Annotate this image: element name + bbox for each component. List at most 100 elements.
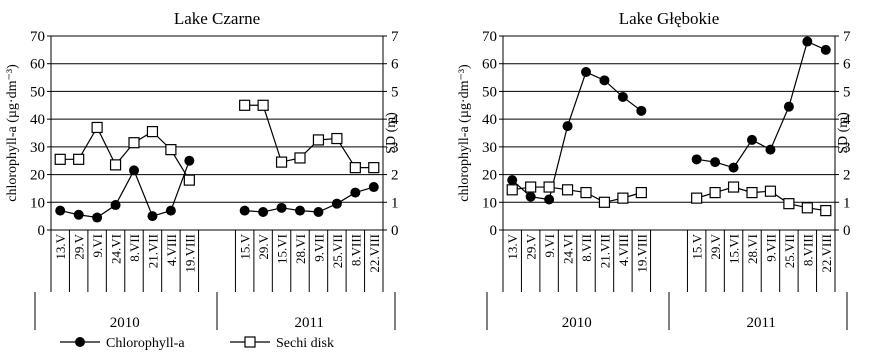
category-label: 25.VII bbox=[782, 234, 797, 268]
category-label: 29.V bbox=[72, 233, 87, 259]
year-label: 2010 bbox=[562, 315, 592, 331]
category-label: 9.VII bbox=[763, 234, 778, 262]
chlorophyll-point bbox=[783, 101, 794, 112]
y2-tick-label: 5 bbox=[843, 84, 851, 100]
y2-tick-label: 7 bbox=[391, 29, 399, 45]
sechi-point bbox=[54, 153, 66, 165]
sechi-point bbox=[543, 181, 555, 193]
y2-tick-label: 0 bbox=[391, 223, 399, 239]
y-tick-label: 0 bbox=[490, 223, 498, 239]
y-tick-label: 40 bbox=[30, 112, 45, 128]
chlorophyll-point bbox=[73, 209, 84, 220]
chlorophyll-point bbox=[820, 44, 831, 55]
y2-tick-label: 7 bbox=[843, 29, 851, 45]
category-label: 8.VII bbox=[127, 234, 142, 262]
category-label: 28.VI bbox=[745, 234, 760, 264]
y2-tick-label: 3 bbox=[843, 140, 851, 156]
sechi-point bbox=[165, 144, 177, 156]
legend-label: Sechi disk bbox=[276, 336, 334, 350]
y2-tick-label: 0 bbox=[843, 223, 851, 239]
sechi-point bbox=[525, 181, 537, 193]
chlorophyll-point bbox=[313, 206, 324, 217]
series-line-sechi-disk bbox=[244, 104, 374, 169]
sechi-point bbox=[561, 184, 574, 196]
sechi-point bbox=[727, 181, 740, 193]
chlorophyll-point bbox=[350, 187, 361, 198]
chlorophyll-point bbox=[747, 134, 757, 145]
y2-tick-label: 2 bbox=[843, 168, 851, 184]
sechi-point bbox=[617, 192, 629, 204]
sechi-point bbox=[73, 153, 85, 165]
chlorophyll-point bbox=[184, 155, 195, 166]
y2-tick-label: 3 bbox=[391, 140, 399, 156]
sechi-point bbox=[294, 152, 306, 164]
chlorophyll-point bbox=[368, 182, 379, 193]
y2-tick-label: 4 bbox=[843, 112, 851, 128]
category-label: 22.VIII bbox=[819, 234, 834, 273]
category-label: 15.VI bbox=[727, 234, 742, 264]
chlorophyll-point bbox=[258, 206, 269, 217]
category-label: 8.VII bbox=[579, 234, 594, 262]
y2-tick-label: 6 bbox=[843, 57, 851, 73]
chart-panel-0: Lake Czarne 0 10 20 30 40 50 60 70 0 1 2 3 4 5 6 7 chloro… bbox=[5, 9, 399, 331]
chlorophyll-point bbox=[636, 105, 647, 116]
sechi-point bbox=[257, 99, 269, 111]
sechi-point bbox=[635, 186, 647, 199]
chlorophyll-point bbox=[507, 175, 518, 186]
y2-axis-label: SD (m) bbox=[384, 112, 399, 154]
sechi-point bbox=[368, 162, 380, 174]
category-label: 24.VI bbox=[109, 234, 124, 264]
chlorophyll-point bbox=[110, 200, 121, 211]
year-label: 2011 bbox=[294, 315, 323, 331]
category-label: 8.VIII bbox=[348, 234, 363, 266]
chlorophyll-point bbox=[129, 165, 139, 176]
plot-border bbox=[502, 35, 836, 231]
chlorophyll-point bbox=[165, 205, 176, 216]
chlorophyll-point bbox=[55, 205, 66, 216]
y-axis-label: chlorophyll-a (µg·dm⁻³) bbox=[457, 64, 472, 202]
y-tick-label: 0 bbox=[38, 223, 46, 239]
category-label: 21.VII bbox=[597, 234, 612, 268]
y2-tick-label: 4 bbox=[391, 112, 399, 128]
category-label: 29.V bbox=[708, 233, 723, 259]
sechi-point bbox=[128, 137, 140, 149]
sechi-point bbox=[146, 126, 159, 138]
chlorophyll-point bbox=[147, 211, 158, 222]
y-tick-label: 60 bbox=[30, 57, 45, 73]
category-label: 22.VIII bbox=[367, 234, 382, 273]
chlorophyll-point bbox=[544, 194, 555, 205]
category-label: 4.VIII bbox=[616, 234, 631, 266]
chart-panel-1: Lake Głębokie 0 10 20 30 40 50 60 70 0 1 2 3 4 5 6 7 chlo… bbox=[457, 9, 851, 331]
chlorophyll-point bbox=[562, 121, 573, 132]
sechi-point bbox=[598, 196, 611, 208]
plot-border bbox=[50, 35, 384, 231]
y-tick-label: 30 bbox=[30, 140, 45, 156]
chlorophyll-point bbox=[239, 205, 250, 216]
sechi-point bbox=[783, 198, 795, 210]
sechi-point bbox=[349, 162, 361, 174]
chlorophyll-point bbox=[525, 191, 536, 202]
category-label: 8.VIII bbox=[800, 234, 815, 266]
chlorophyll-point bbox=[295, 205, 305, 216]
sechi-point bbox=[331, 132, 343, 145]
category-label: 28.VI bbox=[293, 234, 308, 264]
category-label: 19.VIII bbox=[182, 234, 197, 273]
chlorophyll-point bbox=[691, 154, 702, 165]
category-label: 9.VII bbox=[311, 234, 326, 262]
sechi-point bbox=[183, 174, 195, 186]
category-label: 29.V bbox=[524, 233, 539, 259]
category-label: 13.V bbox=[505, 233, 520, 259]
y-tick-label: 70 bbox=[30, 29, 45, 45]
y-tick-label: 10 bbox=[482, 195, 497, 211]
y2-tick-label: 6 bbox=[391, 57, 399, 73]
y2-tick-label: 5 bbox=[391, 84, 399, 100]
category-label: 4.VIII bbox=[164, 234, 179, 266]
category-label: 9.VI bbox=[542, 234, 557, 257]
y-tick-label: 70 bbox=[482, 29, 497, 45]
y-tick-label: 40 bbox=[482, 112, 497, 128]
chlorophyll-point bbox=[710, 157, 721, 168]
chart-title: Lake Czarne bbox=[174, 9, 260, 28]
y-tick-label: 10 bbox=[30, 195, 45, 211]
